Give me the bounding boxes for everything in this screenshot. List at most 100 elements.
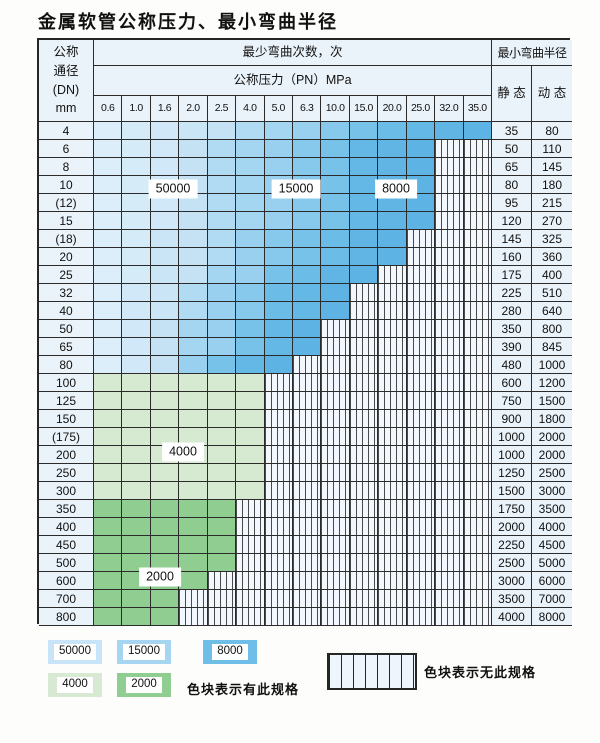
no-spec-cell bbox=[435, 302, 464, 320]
static-value-cell: 1250 bbox=[492, 464, 532, 482]
no-spec-cell bbox=[321, 572, 350, 590]
no-spec-cell bbox=[378, 320, 407, 338]
spec-cell bbox=[236, 374, 265, 392]
static-value-cell: 900 bbox=[492, 410, 532, 428]
no-spec-cell bbox=[406, 482, 436, 500]
no-spec-cell bbox=[236, 500, 265, 518]
no-spec-cell bbox=[435, 338, 464, 356]
spec-cell bbox=[349, 212, 379, 230]
spec-cell bbox=[321, 248, 350, 266]
spec-cell bbox=[122, 356, 151, 374]
no-spec-cell bbox=[349, 500, 379, 518]
dn-cell: 4 bbox=[39, 122, 94, 140]
spec-cell bbox=[293, 302, 322, 320]
spec-cell bbox=[150, 518, 180, 536]
spec-cell bbox=[122, 122, 151, 140]
no-spec-cell bbox=[293, 500, 322, 518]
no-spec-cell bbox=[207, 608, 237, 626]
no-spec-cell bbox=[264, 446, 293, 464]
spec-cell bbox=[150, 320, 180, 338]
no-spec-cell bbox=[463, 266, 492, 284]
spec-cell bbox=[207, 464, 237, 482]
dynamic-value-cell: 2500 bbox=[532, 464, 572, 482]
no-spec-cell bbox=[435, 554, 464, 572]
spec-cell bbox=[236, 176, 265, 194]
spec-cell bbox=[94, 374, 123, 392]
no-spec-cell bbox=[463, 230, 492, 248]
no-spec-cell bbox=[349, 608, 379, 626]
no-spec-cell bbox=[321, 554, 350, 572]
cycle-count-label: 15000 bbox=[271, 179, 321, 199]
spec-cell bbox=[122, 428, 151, 446]
no-spec-cell bbox=[406, 536, 436, 554]
no-spec-cell bbox=[463, 572, 492, 590]
static-value-cell: 175 bbox=[492, 266, 532, 284]
static-value-cell: 3000 bbox=[492, 572, 532, 590]
dn-cell: 32 bbox=[39, 284, 94, 302]
spec-cell bbox=[94, 122, 123, 140]
spec-cell bbox=[293, 194, 322, 212]
spec-cell bbox=[207, 338, 237, 356]
spec-cell bbox=[179, 248, 208, 266]
no-spec-cell bbox=[435, 266, 464, 284]
no-spec-cell bbox=[236, 554, 265, 572]
spec-cell bbox=[122, 608, 151, 626]
no-spec-cell bbox=[463, 518, 492, 536]
spec-cell bbox=[179, 554, 208, 572]
spec-cell bbox=[94, 500, 123, 518]
dn-cell: 65 bbox=[39, 338, 94, 356]
pressure-col-header: 35.0 bbox=[463, 96, 492, 122]
no-spec-cell bbox=[349, 536, 379, 554]
spec-cell bbox=[122, 464, 151, 482]
no-spec-cell bbox=[435, 158, 464, 176]
no-spec-cell bbox=[463, 140, 492, 158]
dn-cell: 500 bbox=[39, 554, 94, 572]
spec-cell bbox=[264, 320, 293, 338]
spec-cell bbox=[349, 176, 379, 194]
dn-cell: 10 bbox=[39, 176, 94, 194]
spec-cell bbox=[321, 212, 350, 230]
no-spec-cell bbox=[236, 608, 265, 626]
no-spec-cell bbox=[179, 590, 208, 608]
bend-times-group-header: 最少弯曲次数，次 bbox=[94, 40, 492, 66]
spec-cell bbox=[349, 248, 379, 266]
spec-cell bbox=[321, 302, 350, 320]
spec-cell bbox=[122, 284, 151, 302]
no-spec-cell bbox=[349, 392, 379, 410]
pressure-col-header: 6.3 bbox=[293, 96, 322, 122]
static-value-cell: 2000 bbox=[492, 518, 532, 536]
spec-cell bbox=[321, 158, 350, 176]
no-spec-cell bbox=[264, 572, 293, 590]
spec-cell bbox=[293, 284, 322, 302]
spec-cell bbox=[264, 122, 293, 140]
dynamic-value-cell: 2000 bbox=[532, 428, 572, 446]
cycle-count-label: 4000 bbox=[162, 442, 204, 462]
spec-cell bbox=[179, 140, 208, 158]
spec-cell bbox=[94, 320, 123, 338]
spec-cell bbox=[321, 230, 350, 248]
spec-cell bbox=[207, 122, 237, 140]
no-spec-cell bbox=[264, 554, 293, 572]
spec-cell bbox=[236, 392, 265, 410]
spec-cell bbox=[94, 176, 123, 194]
static-value-cell: 1500 bbox=[492, 482, 532, 500]
no-spec-cell bbox=[264, 518, 293, 536]
dn-cell: 25 bbox=[39, 266, 94, 284]
dynamic-value-cell: 400 bbox=[532, 266, 572, 284]
spec-cell bbox=[179, 230, 208, 248]
no-spec-cell bbox=[264, 608, 293, 626]
dynamic-value-cell: 1800 bbox=[532, 410, 572, 428]
spec-cell bbox=[94, 266, 123, 284]
no-spec-cell bbox=[321, 500, 350, 518]
dn-cell: 350 bbox=[39, 500, 94, 518]
no-spec-cell bbox=[406, 464, 436, 482]
spec-cell bbox=[406, 212, 436, 230]
spec-cell bbox=[122, 500, 151, 518]
static-value-cell: 50 bbox=[492, 140, 532, 158]
no-spec-cell bbox=[406, 230, 436, 248]
spec-cell bbox=[236, 482, 265, 500]
static-value-cell: 750 bbox=[492, 392, 532, 410]
spec-cell bbox=[150, 608, 180, 626]
dn-cell: 700 bbox=[39, 590, 94, 608]
spec-cell bbox=[236, 320, 265, 338]
